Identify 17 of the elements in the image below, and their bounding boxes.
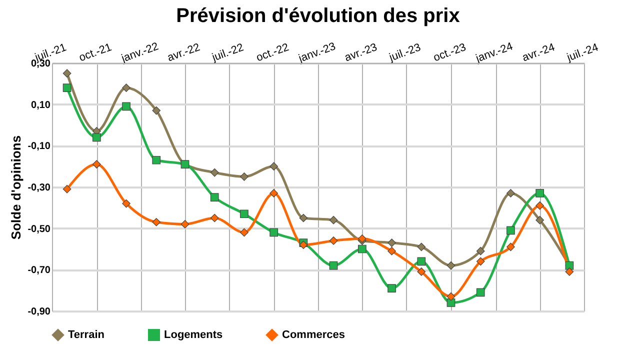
x-tick-label: avr.-24 <box>520 41 556 64</box>
y-tick-label: -0,70 <box>28 265 51 276</box>
x-tick-label: avr.-22 <box>166 41 202 64</box>
y-tick-label: -0,10 <box>28 141 51 152</box>
x-tick-label: oct.-21 <box>78 41 114 64</box>
y-tick-label: 0,10 <box>31 100 51 111</box>
x-tick-label: oct.-23 <box>432 41 468 64</box>
chart-title: Prévision d'évolution des prix <box>176 5 460 28</box>
y-tick-label: -0,30 <box>28 182 51 194</box>
x-tick-label: oct.-22 <box>254 41 290 64</box>
y-tick-label: -0,90 <box>28 306 51 318</box>
legend-label: Logements <box>164 329 223 341</box>
x-tick-label: avr.-23 <box>343 41 379 64</box>
legend-label: Terrain <box>68 329 105 341</box>
y-axis-title: Solde d'opinions <box>8 135 24 240</box>
legend-label: Commerces <box>282 329 345 341</box>
y-tick-label: -0,50 <box>28 224 51 235</box>
